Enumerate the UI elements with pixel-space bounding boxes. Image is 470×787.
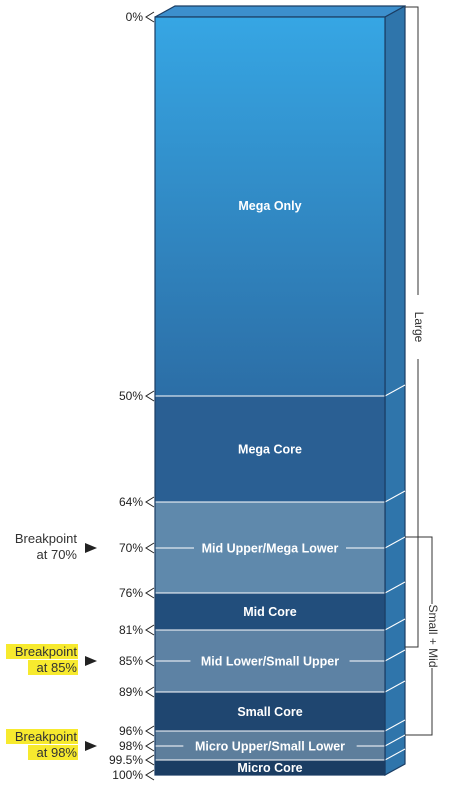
highlight bbox=[28, 660, 78, 675]
tick-label: 64% bbox=[119, 495, 143, 509]
tick-arrow bbox=[145, 542, 155, 554]
highlight bbox=[6, 644, 78, 659]
segment-mid-core bbox=[155, 593, 385, 630]
segment-label: Micro Upper/Small Lower bbox=[195, 740, 345, 754]
range-brackets: Large Small + Mid bbox=[405, 6, 440, 736]
segment-label: Mid Core bbox=[243, 605, 297, 619]
side-divider bbox=[384, 748, 406, 761]
segment-label: Mid Lower/Small Upper bbox=[201, 655, 339, 669]
top-face bbox=[154, 5, 406, 18]
segment-mega-core bbox=[155, 396, 385, 502]
tick-arrow bbox=[145, 587, 155, 599]
segment-label: Mid Upper/Mega Lower bbox=[202, 542, 339, 556]
tick-arrow bbox=[145, 624, 155, 636]
breakpoint-label-line2: at 98% bbox=[37, 745, 78, 760]
breakpoint-arrow bbox=[85, 543, 97, 553]
highlight bbox=[6, 729, 78, 744]
side-divider bbox=[384, 719, 406, 732]
breakpoint-side-line bbox=[384, 536, 406, 549]
column-outline bbox=[154, 16, 386, 776]
breakpoint-side-line bbox=[384, 734, 406, 747]
tick-label: 0% bbox=[126, 10, 144, 24]
tick-label: 76% bbox=[119, 586, 143, 600]
tick-arrow bbox=[145, 11, 155, 23]
tick-arrow bbox=[145, 725, 155, 737]
tick-arrow bbox=[145, 655, 155, 667]
column-segments: Mega Only Mega Core Mid Upper/Mega Lower Mi… bbox=[154, 16, 406, 776]
bracket-gap bbox=[425, 604, 439, 668]
breakpoint-label-line1: Breakpoint bbox=[15, 531, 78, 546]
side-divider bbox=[384, 618, 406, 631]
tick-arrow bbox=[145, 769, 155, 781]
segment-label: Micro Core bbox=[237, 761, 302, 775]
segment-mid-lower-small-upper bbox=[155, 630, 385, 692]
tick-label: 100% bbox=[112, 768, 143, 782]
segment-mega-only bbox=[155, 17, 385, 396]
tick-label: 89% bbox=[119, 685, 143, 699]
breakpoint-label-line1: Breakpoint bbox=[15, 729, 78, 744]
segment-micro-core bbox=[155, 760, 385, 775]
percent-ticks: 0% 50% 64% 70% 76% 81% 85% 89% 96%98%99.5%100% bbox=[109, 10, 155, 782]
highlight bbox=[28, 745, 78, 760]
side-divider bbox=[384, 581, 406, 594]
tick-arrow bbox=[145, 390, 155, 402]
segment-small-core bbox=[155, 692, 385, 731]
tick-arrow bbox=[145, 740, 155, 752]
segment-label: Mega Only bbox=[238, 199, 301, 213]
side-divider bbox=[384, 680, 406, 693]
breakpoint-label-line2: at 85% bbox=[37, 660, 78, 675]
bracket-label: Small + Mid bbox=[426, 604, 440, 667]
side-divider bbox=[384, 384, 406, 397]
tick-label: 99.5% bbox=[109, 753, 143, 767]
column-top-face bbox=[154, 5, 406, 18]
segment-label: Small Core bbox=[237, 705, 302, 719]
breakpoint-arrow bbox=[85, 741, 97, 751]
bracket-label: Large bbox=[412, 312, 426, 343]
segment-micro-upper-small-lower bbox=[155, 731, 385, 760]
breakpoint-side-line bbox=[384, 649, 406, 662]
breakpoint-arrow bbox=[85, 656, 97, 666]
tick-label: 81% bbox=[119, 623, 143, 637]
tick-arrow bbox=[145, 496, 155, 508]
tick-label: 50% bbox=[119, 389, 143, 403]
tick-label: 98% bbox=[119, 739, 143, 753]
tick-arrow bbox=[145, 754, 155, 766]
tick-label: 96% bbox=[119, 724, 143, 738]
segment-label: Mega Core bbox=[238, 443, 302, 457]
bracket-gap bbox=[411, 295, 425, 359]
side-divider bbox=[384, 490, 406, 503]
tick-label: 85% bbox=[119, 654, 143, 668]
tick-arrow bbox=[145, 686, 155, 698]
breakpoint-label-line2: at 70% bbox=[37, 547, 78, 562]
breakpoint-label-line1: Breakpoint bbox=[15, 644, 78, 659]
tick-label: 70% bbox=[119, 541, 143, 555]
